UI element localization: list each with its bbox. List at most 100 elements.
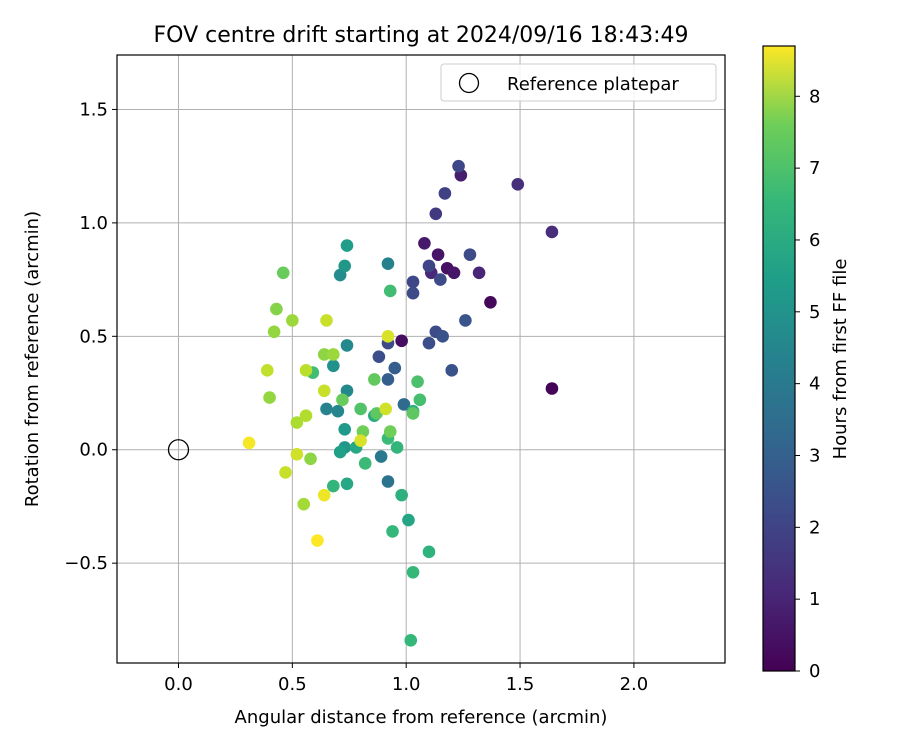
colorbar-tick-label: 2: [809, 517, 820, 538]
x-tick-label: 1.5: [506, 674, 535, 695]
data-point: [413, 393, 427, 407]
grid-lines: [117, 55, 725, 663]
data-point: [381, 475, 395, 488]
y-axis-ticks: −0.5 0.0 0.5 1.0 1.5: [64, 99, 117, 574]
data-point: [331, 404, 345, 418]
data-point: [317, 488, 331, 502]
data-point: [386, 525, 399, 538]
data-points: [242, 159, 559, 647]
data-point: [320, 314, 333, 327]
data-point: [406, 275, 420, 289]
reference-marker-layer: [167, 439, 190, 461]
colorbar-gradient: [762, 45, 796, 672]
data-point: [372, 350, 386, 364]
x-axis-ticks: 0.0 0.5 1.0 1.5 2.0: [164, 663, 648, 695]
data-point: [381, 330, 395, 343]
data-point: [354, 402, 367, 416]
x-axis-label: Angular distance from reference (arcmin): [235, 707, 608, 728]
data-point: [447, 266, 461, 280]
data-point: [299, 409, 313, 423]
data-point: [390, 441, 404, 454]
data-point: [429, 207, 443, 221]
data-point: [286, 314, 299, 327]
x-tick-label: 1.0: [392, 674, 421, 695]
x-tick-label: 0.5: [278, 674, 307, 695]
data-point: [297, 497, 311, 511]
data-point: [459, 314, 472, 327]
colorbar-tick-label: 7: [809, 158, 820, 179]
data-point: [411, 375, 424, 388]
data-point: [395, 334, 408, 348]
reference-platepar-marker: [167, 439, 190, 461]
data-point: [379, 402, 393, 416]
colorbar-tick-label: 6: [809, 230, 820, 251]
data-point: [304, 452, 317, 466]
colorbar-tick-label: 5: [809, 302, 820, 323]
plot-frame: [116, 54, 726, 664]
y-tick-label: 1.0: [79, 213, 108, 234]
data-point: [374, 450, 388, 463]
data-point: [263, 391, 276, 404]
data-point: [358, 457, 372, 470]
data-point: [472, 266, 486, 280]
data-point: [299, 364, 313, 377]
data-point: [327, 479, 340, 493]
x-tick-label: 0.0: [164, 674, 193, 695]
data-point: [270, 302, 283, 316]
data-point: [431, 248, 445, 261]
data-point: [418, 236, 431, 250]
legend-entry-reference-platepar: Reference platepar: [507, 74, 679, 95]
data-point: [381, 257, 395, 271]
data-point: [340, 339, 354, 352]
data-point: [406, 286, 420, 300]
data-point: [436, 330, 449, 343]
legend: Reference platepar: [440, 63, 717, 102]
data-point: [402, 513, 415, 527]
colorbar-label: Hours from first FF file: [830, 259, 851, 460]
y-tick-label: −0.5: [64, 553, 108, 574]
data-point: [340, 477, 354, 491]
data-point: [395, 488, 408, 502]
data-point: [397, 398, 411, 411]
y-axis-label: Rotation from reference (arcmin): [22, 211, 43, 507]
data-point: [290, 416, 304, 429]
data-point: [422, 259, 436, 273]
colorbar-tick-label: 8: [809, 86, 820, 107]
data-point: [320, 402, 333, 416]
data-point: [260, 364, 274, 377]
data-point: [434, 273, 447, 286]
data-point: [276, 266, 290, 280]
data-point: [383, 425, 397, 438]
data-point: [381, 373, 395, 386]
data-point: [388, 361, 402, 375]
data-point: [452, 159, 465, 173]
data-point: [406, 407, 420, 420]
data-point: [368, 373, 381, 386]
data-point: [406, 565, 420, 579]
colorbar-tick-label: 0: [809, 661, 820, 682]
colorbar: 0 1 2 3 4 5 6 7 8 Hours from first FF file: [762, 45, 851, 682]
data-point: [484, 295, 497, 309]
colorbar-ticks: 0 1 2 3 4 5 6 7 8: [795, 86, 820, 682]
y-tick-label: 1.5: [79, 99, 108, 120]
data-point: [545, 382, 559, 395]
data-point: [242, 436, 256, 450]
data-point: [438, 187, 452, 200]
data-point: [511, 178, 525, 191]
data-point: [545, 225, 559, 239]
data-point: [290, 447, 304, 461]
y-tick-label: 0.5: [79, 326, 108, 347]
data-point: [317, 384, 331, 398]
data-point: [311, 534, 324, 547]
data-point: [327, 359, 340, 373]
data-point: [422, 545, 436, 559]
y-tick-label: 0.0: [79, 440, 108, 461]
data-point: [333, 445, 347, 459]
legend-box: [440, 63, 717, 102]
data-point: [463, 248, 477, 261]
legend-marker-icon: [458, 72, 480, 94]
colorbar-tick-label: 4: [809, 374, 820, 395]
chart-title: FOV centre drift starting at 2024/09/16 …: [154, 23, 689, 48]
data-point: [354, 434, 367, 447]
